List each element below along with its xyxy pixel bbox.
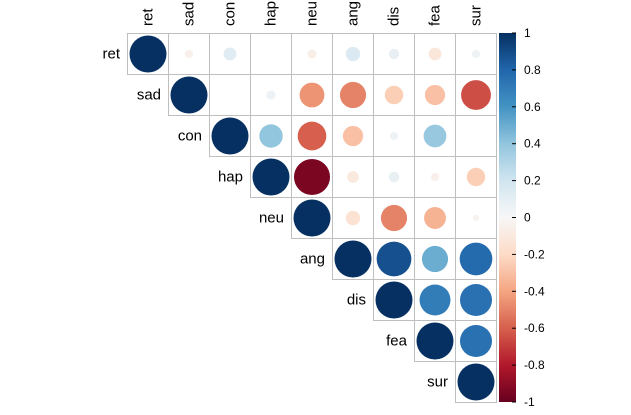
row-label-dis: dis bbox=[347, 292, 366, 309]
colorbar-tick-label: -0.4 bbox=[524, 284, 545, 298]
corr-circle-con-neu bbox=[297, 121, 327, 151]
corr-circle-neu-dis bbox=[380, 204, 408, 232]
corr-circle-ret-con bbox=[223, 47, 237, 61]
corr-circle-ret-dis bbox=[388, 48, 400, 60]
corr-circle-hap-hap bbox=[252, 158, 290, 196]
corr-circle-hap-sur bbox=[466, 167, 486, 187]
cell-sad-con bbox=[209, 74, 251, 116]
col-label-sur: sur bbox=[468, 5, 485, 26]
corr-circle-sad-sad bbox=[170, 76, 208, 114]
cell-con-sur bbox=[455, 115, 497, 157]
corr-circle-ret-fea bbox=[428, 47, 442, 61]
corr-circle-ret-ang bbox=[345, 46, 361, 62]
corr-circle-sad-fea bbox=[424, 84, 446, 106]
matrix-grid bbox=[127, 33, 497, 403]
corr-circle-ang-sur bbox=[459, 242, 493, 276]
corr-circle-sur-sur bbox=[457, 363, 495, 401]
corr-circle-neu-neu bbox=[293, 199, 331, 237]
corr-circle-hap-neu bbox=[293, 158, 331, 196]
corr-circle-fea-sur bbox=[459, 324, 493, 358]
corr-circle-sad-dis bbox=[384, 85, 404, 105]
corr-circle-ret-neu bbox=[307, 49, 317, 59]
column-labels: ret sad con hap neu ang dis fea sur bbox=[140, 1, 485, 26]
colorbar-tick-label: 0.6 bbox=[524, 100, 541, 114]
corr-circle-hap-dis bbox=[388, 171, 400, 183]
row-label-ang: ang bbox=[300, 251, 325, 268]
colorbar-tick-label: 0.2 bbox=[524, 174, 541, 188]
col-label-fea: fea bbox=[427, 4, 444, 26]
col-label-hap: hap bbox=[263, 1, 280, 26]
cell-ret-hap bbox=[250, 33, 292, 75]
row-label-con: con bbox=[178, 128, 202, 145]
colorbar-tick-label: -0.6 bbox=[524, 321, 545, 335]
corr-circle-hap-ang bbox=[347, 171, 359, 183]
colorbar-tick-label: -1 bbox=[524, 395, 535, 409]
row-labels: ret sad con hap neu ang dis fea sur bbox=[102, 46, 448, 391]
corr-circle-dis-dis bbox=[375, 281, 413, 319]
colorbar-tick-label: -0.8 bbox=[524, 358, 545, 372]
corr-circle-ret-sad bbox=[184, 49, 194, 59]
row-label-fea: fea bbox=[386, 333, 408, 350]
corr-circle-sad-hap bbox=[266, 90, 276, 100]
corr-circle-ret-ret bbox=[129, 35, 167, 73]
row-label-sur: sur bbox=[427, 374, 448, 391]
corr-circle-neu-ang bbox=[345, 210, 361, 226]
col-label-neu: neu bbox=[304, 1, 321, 26]
col-label-dis: dis bbox=[386, 7, 403, 26]
colorbar-tick-label: -0.2 bbox=[524, 247, 545, 261]
col-label-ang: ang bbox=[345, 1, 362, 26]
corr-circle-dis-sur bbox=[459, 283, 493, 317]
corr-circle-con-dis bbox=[389, 131, 399, 141]
correlation-circles bbox=[129, 35, 495, 401]
col-label-ret: ret bbox=[140, 8, 157, 26]
colorbar-tick-label: 1 bbox=[524, 26, 531, 40]
corr-circle-ang-fea bbox=[421, 245, 449, 273]
corr-circle-con-ang bbox=[342, 125, 364, 147]
colorbar-tick-label: 0.8 bbox=[524, 63, 541, 77]
corr-circle-ang-dis bbox=[376, 241, 412, 277]
colorbar bbox=[499, 33, 516, 402]
col-label-con: con bbox=[222, 2, 239, 26]
corr-circle-dis-fea bbox=[419, 284, 451, 316]
corr-circle-sad-ang bbox=[339, 81, 367, 109]
corr-circle-hap-fea bbox=[430, 172, 440, 182]
row-label-sad: sad bbox=[137, 87, 161, 104]
corr-circle-sad-sur bbox=[461, 80, 491, 110]
colorbar-tick-label: 0.4 bbox=[524, 137, 541, 151]
corr-circle-fea-fea bbox=[416, 322, 454, 360]
row-label-ret: ret bbox=[102, 46, 120, 63]
corr-circle-neu-fea bbox=[424, 207, 446, 229]
col-label-sad: sad bbox=[181, 2, 198, 26]
corr-circle-con-con bbox=[211, 117, 249, 155]
colorbar-tick-label: 0 bbox=[524, 211, 531, 225]
cell-sur-sur bbox=[455, 361, 497, 403]
corr-circle-ang-ang bbox=[334, 240, 372, 278]
row-label-neu: neu bbox=[259, 210, 284, 227]
corr-circle-sad-neu bbox=[299, 82, 325, 108]
corr-circle-ret-sur bbox=[471, 49, 481, 59]
color-legend: -1 -0.8 -0.6 -0.4 -0.2 0 0.2 0.4 0.6 0.8 1 bbox=[499, 26, 545, 409]
corr-circle-con-fea bbox=[423, 124, 447, 148]
corr-circle-neu-sur bbox=[472, 214, 480, 222]
corr-circle-con-hap bbox=[259, 124, 283, 148]
row-label-hap: hap bbox=[218, 169, 243, 186]
